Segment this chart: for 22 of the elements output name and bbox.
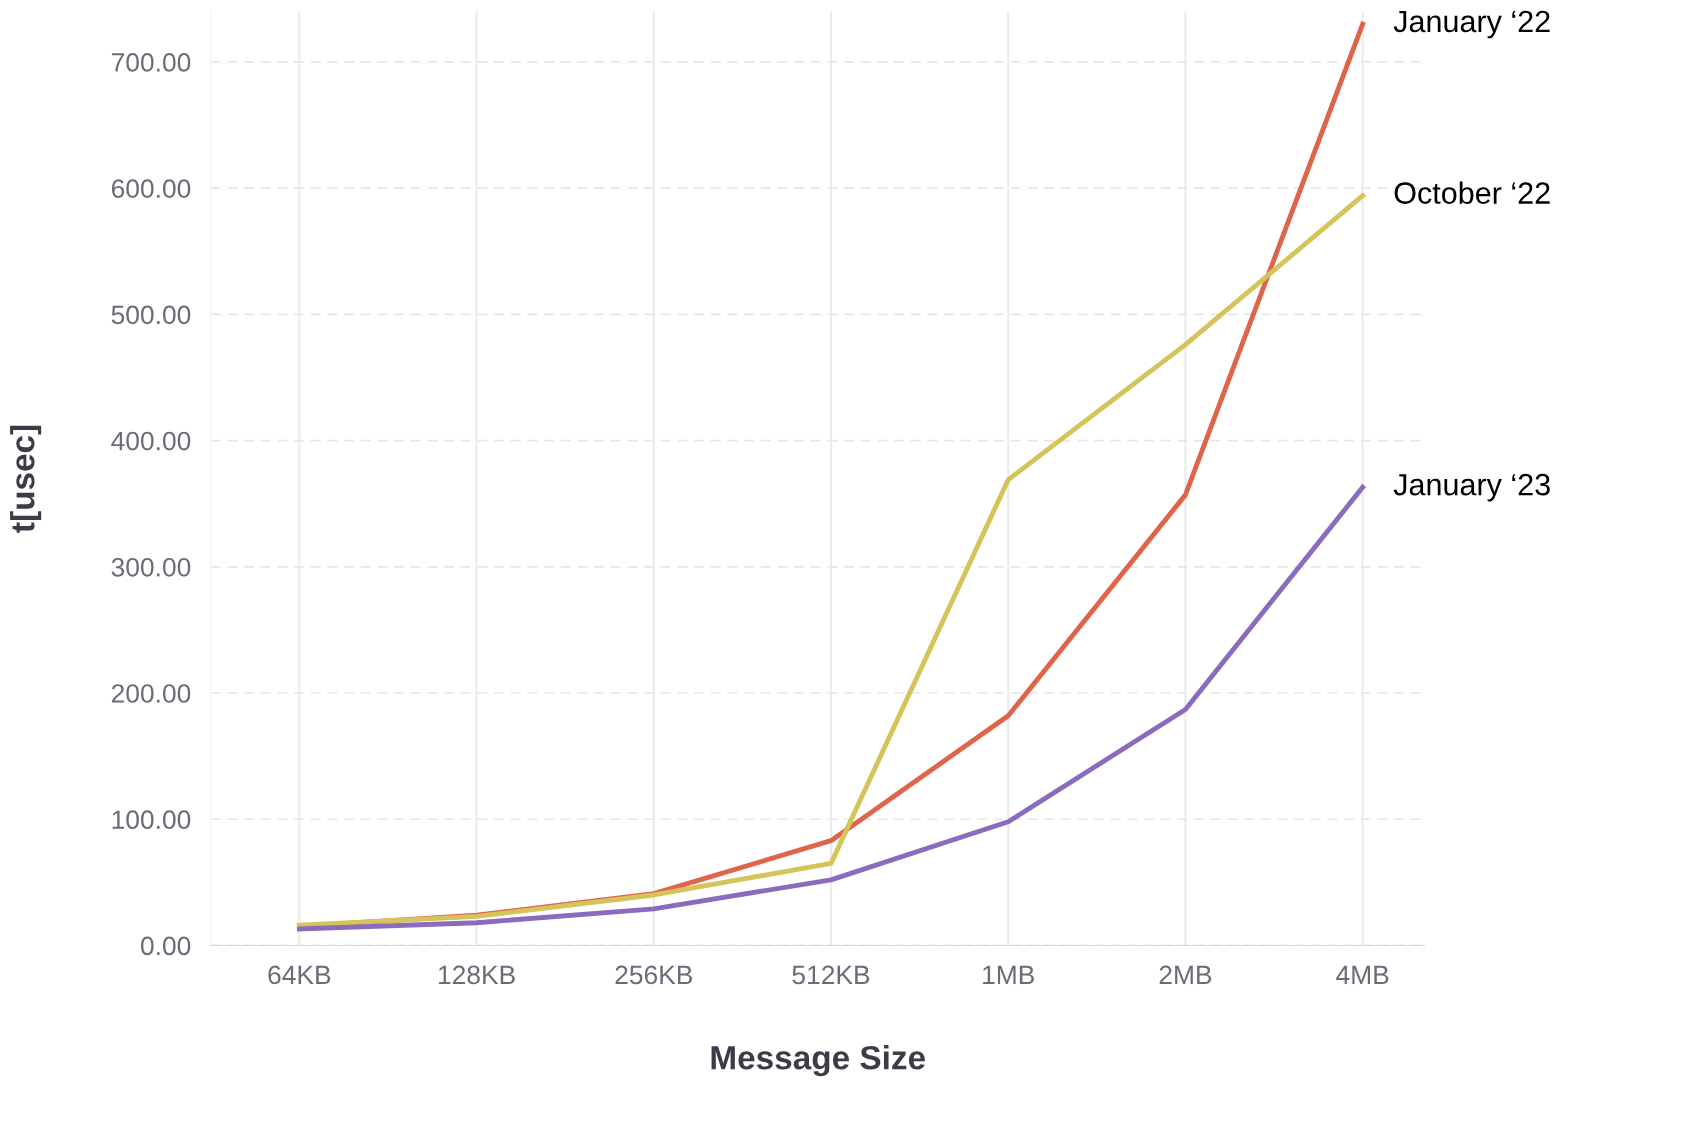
y-tick-label: 400.00 <box>111 431 191 451</box>
y-tick-label: 500.00 <box>111 305 191 325</box>
x-axis-title: Message Size <box>711 1045 925 1077</box>
y-tick-label: 0.00 <box>140 936 191 956</box>
line-series <box>296 484 1366 932</box>
y-tick-label: 100.00 <box>112 810 191 830</box>
y-tick-label: 200.00 <box>111 684 191 703</box>
x-tick-label: 512KB <box>792 965 870 985</box>
series-label: October ‘22 <box>1394 181 1550 204</box>
x-tick-label: 256KB <box>615 965 693 985</box>
x-tick-label: 128KB <box>438 965 515 985</box>
line-series <box>296 193 1366 928</box>
y-tick-label: 300.00 <box>111 557 191 577</box>
y-tick-label: 600.00 <box>111 179 191 198</box>
y-axis-title: t[usec] <box>10 425 42 533</box>
series-label: January ‘23 <box>1393 473 1550 502</box>
x-tick-label: 4MB <box>1336 965 1389 985</box>
x-tick-label: 64KB <box>268 965 331 985</box>
series-label: January ‘22 <box>1393 10 1550 39</box>
x-tick-label: 1MB <box>983 965 1034 985</box>
x-tick-label: 2MB <box>1159 965 1212 985</box>
y-tick-label: 700.00 <box>111 53 191 72</box>
